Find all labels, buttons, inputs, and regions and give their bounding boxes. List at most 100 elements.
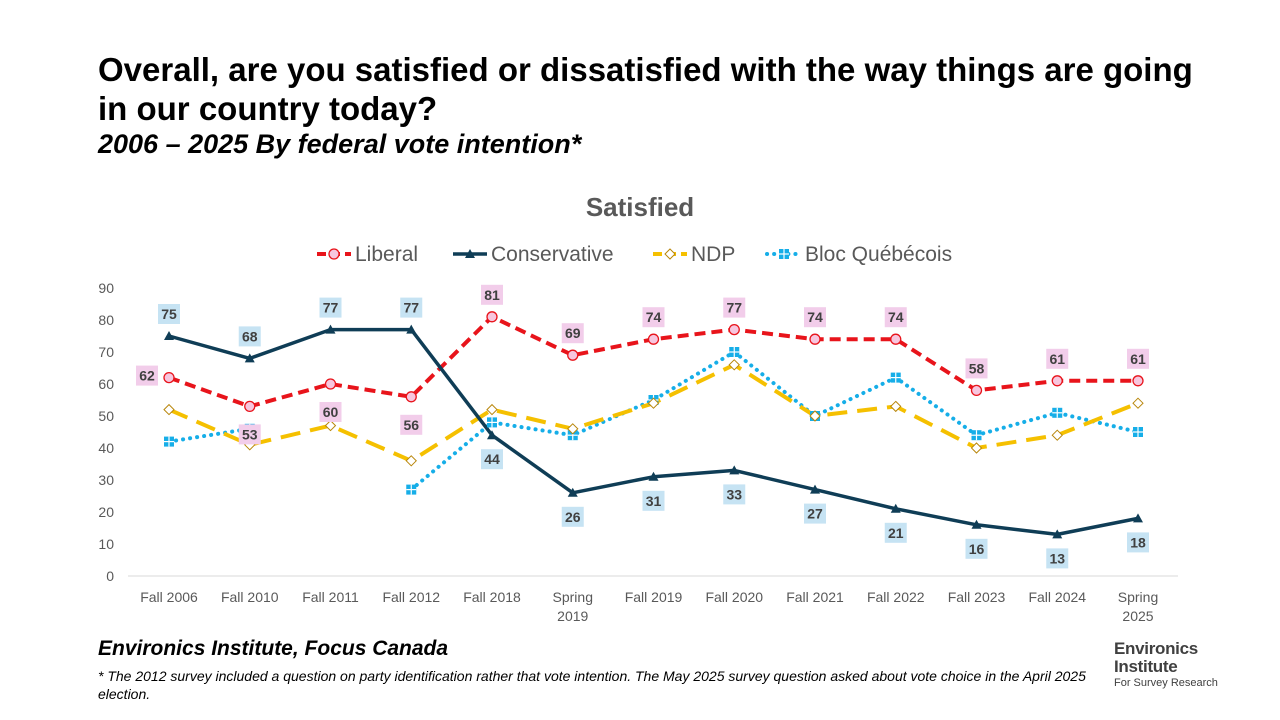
x-tick-label: Fall 2024	[1028, 589, 1086, 605]
conservative-point	[1052, 529, 1063, 539]
liberal-data-label-bg	[238, 424, 261, 445]
x-tick-label: Fall 2020	[705, 589, 763, 605]
conservative-data-label-bg	[481, 449, 503, 470]
liberal-data-label: 69	[565, 325, 581, 341]
ndp-point	[890, 400, 902, 413]
source-label: Environics Institute, Focus Canada	[98, 637, 449, 660]
x-tick-label: Fall 2006	[140, 589, 198, 605]
logo-line-2: Institute	[1114, 657, 1178, 676]
conservative-point	[971, 519, 982, 529]
bloc-quebecois-legend-marker	[779, 249, 789, 259]
x-tick-label: Spring 2019	[553, 589, 593, 624]
y-tick-label: 40	[98, 440, 114, 456]
conservative-point	[810, 484, 820, 494]
liberal-data-label-bg	[1127, 348, 1149, 369]
liberal-data-label: 74	[646, 309, 662, 325]
liberal-data-label-bg	[561, 323, 584, 344]
liberal-data-label: 77	[726, 300, 742, 316]
conservative-data-label: 21	[888, 525, 904, 541]
liberal-point	[486, 311, 498, 323]
bloc-quebecois-point	[406, 484, 417, 495]
bloc-quebecois-legend-label: Bloc Québécois	[805, 243, 952, 266]
bloc-quebecois-point	[971, 430, 982, 441]
liberal-data-label-bg	[965, 358, 988, 379]
ndp-point	[647, 397, 660, 409]
conservative-data-label: 77	[403, 300, 419, 316]
liberal-legend-label: Liberal	[355, 243, 418, 266]
liberal-line	[168, 314, 1138, 409]
liberal-data-label: 60	[323, 404, 339, 420]
ndp-point	[728, 359, 740, 371]
liberal-data-label-bg	[884, 307, 907, 328]
liberal-data-label: 58	[969, 360, 985, 376]
conservative-data-label-bg	[965, 538, 988, 559]
bloc-quebecois-point	[164, 436, 174, 447]
conservative-data-label-bg	[884, 522, 907, 543]
liberal-data-label: 61	[1130, 351, 1146, 367]
bloc-quebecois-line	[409, 350, 1140, 492]
x-tick-label: Fall 2010	[221, 589, 279, 605]
liberal-data-label: 74	[888, 309, 904, 325]
conservative-data-label-bg	[1046, 548, 1069, 569]
liberal-point	[324, 378, 337, 390]
liberal-data-label: 62	[139, 368, 155, 384]
conservative-data-label: 33	[726, 486, 742, 502]
liberal-point	[405, 391, 417, 403]
conservative-data-label: 27	[807, 506, 823, 522]
ndp-point	[1132, 397, 1144, 409]
liberal-point	[647, 333, 660, 345]
ndp-point	[970, 442, 983, 454]
conservative-point	[648, 471, 659, 481]
liberal-point	[567, 349, 579, 361]
conservative-point	[325, 324, 336, 334]
liberal-data-label-bg	[400, 414, 423, 435]
conservative-point	[244, 353, 255, 363]
conservative-data-label-bg	[319, 297, 342, 318]
bloc-quebecois-point	[1133, 427, 1143, 437]
x-tick-label: Fall 2021	[786, 589, 844, 605]
conservative-data-label-bg	[561, 506, 584, 527]
conservative-data-label: 13	[1049, 550, 1065, 566]
conservative-legend-marker	[465, 249, 475, 258]
y-tick-label: 10	[98, 536, 114, 552]
ndp-legend-marker	[664, 248, 676, 260]
liberal-data-label-bg	[481, 284, 503, 305]
line-chart: Satisfied 0 10 20 30 40 50 60 70 80 90 Fall 2006 Fal…	[98, 192, 1178, 624]
liberal-data-label-bg	[804, 307, 826, 328]
x-tick-label: Fall 2019	[625, 589, 683, 605]
ndp-legend-label: NDP	[691, 243, 735, 266]
conservative-data-label-bg	[1127, 532, 1149, 553]
conservative-point	[890, 503, 901, 513]
bloc-quebecois-point	[890, 372, 901, 383]
logo-line-1: Environics	[1114, 639, 1198, 658]
page-subtitle: 2006 – 2025 By federal vote intention*	[98, 129, 582, 159]
liberal-data-label-bg	[642, 307, 665, 328]
page-title: Overall, are you satisfied or dissatisfi…	[98, 51, 1193, 127]
ndp-point	[405, 455, 417, 467]
ndp-point	[324, 419, 337, 432]
liberal-data-label: 61	[1049, 351, 1065, 367]
footnote: * The 2012 survey included a question on…	[98, 668, 1086, 702]
x-tick-label: Fall 2022	[867, 589, 925, 605]
liberal-point	[1051, 375, 1063, 387]
y-tick-label: 50	[98, 408, 114, 424]
ndp-point	[486, 403, 498, 416]
liberal-point	[970, 384, 983, 397]
conservative-point	[1133, 513, 1143, 523]
liberal-data-label-bg	[1046, 348, 1069, 369]
conservative-data-label-bg	[238, 326, 261, 347]
ndp-point	[809, 410, 821, 422]
conservative-data-label-bg	[642, 490, 665, 511]
liberal-data-label: 81	[484, 287, 500, 303]
ndp-line	[168, 362, 1139, 463]
conservative-data-label: 18	[1130, 534, 1146, 550]
ndp-point	[1051, 429, 1063, 441]
conservative-data-label: 77	[323, 300, 339, 316]
x-tick-label: Fall 2018	[463, 589, 521, 605]
conservative-data-label-bg	[804, 503, 826, 524]
liberal-point	[890, 333, 902, 345]
y-tick-label: 90	[98, 280, 114, 296]
conservative-data-label: 16	[969, 541, 985, 557]
conservative-data-label-bg	[723, 484, 746, 505]
conservative-data-label: 26	[565, 509, 581, 525]
